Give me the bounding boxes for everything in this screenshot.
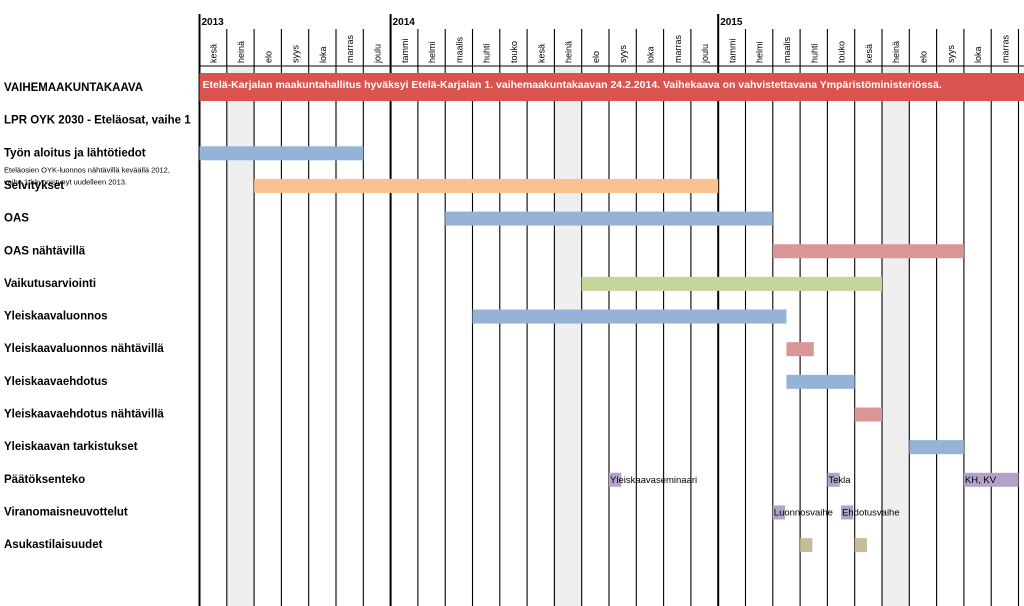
milestone-marker [841,505,854,520]
gantt-bar [854,407,882,422]
month-label: elo [918,51,928,63]
row-label: OAS nähtävillä [4,245,86,257]
month-label: heinä [564,41,574,63]
gantt-bar [472,309,787,324]
month-label: joulu [700,44,710,64]
milestone-label: KH, KV [965,475,997,486]
month-label: marras [1000,34,1010,63]
row-note: vaihe 1 käynnistynyt uudelleen 2013. [4,177,127,186]
milestone-marker [854,538,867,553]
milestone-label: Tekla [828,475,851,486]
row-label: Asukastilaisuudet [4,539,103,551]
banner-bar [199,73,1024,101]
month-label: kesä [209,44,219,63]
milestone-marker [827,472,840,487]
month-label: heinä [236,41,246,63]
month-label: marras [345,34,355,63]
year-label-2015: 2015 [720,17,743,28]
month-label: tammi [400,39,410,64]
month-label: syys [618,45,628,64]
month-label: touko [837,41,847,63]
month-label: syys [946,45,956,64]
row-label: LPR OYK 2030 - Eteläosat, vaihe 1 [4,115,191,127]
month-label: kesä [536,44,546,63]
month-label: touko [509,41,519,63]
row-label: Viranomaisneuvottelut [4,506,128,518]
year-label-2014: 2014 [393,17,416,28]
month-label: joulu [372,44,382,64]
milestone-marker [609,472,622,487]
month-label: elo [591,51,601,63]
month-label: helmi [427,41,437,63]
row-label: Yleiskaavaehdotus nähtävillä [4,409,164,421]
milestone-label: Yleiskaavaseminaari [610,475,697,486]
month-label: loka [318,46,328,63]
milestone-label: Ehdotusvaihe [842,507,900,518]
milestone-marker [800,538,813,553]
month-label: elo [263,51,273,63]
row-label: Yleiskaavaehdotus [4,376,108,388]
gantt-bar [199,146,364,161]
month-label: maalis [454,36,464,63]
row-label: Yleiskaavaluonnos [4,311,108,323]
gantt-bar [786,374,855,389]
gantt-bar [254,178,719,193]
highlight-column [882,66,910,606]
row-label: Vaikutusarviointi [4,278,96,290]
milestone-label: Luonnosvaihe [774,507,833,518]
row-label: Työn aloitus ja lähtötiedot [4,147,146,159]
row-label: Päätöksenteko [4,474,85,486]
year-label-2013: 2013 [202,17,225,28]
row-label: OAS [4,213,29,225]
row-note: Eteläosien OYK-luonnos nähtävillä kevääl… [4,165,170,174]
row-label: Selvitykset [4,180,64,192]
month-label: loka [973,46,983,63]
row-label: VAIHEMAAKUNTAKAAVA [4,82,143,94]
gantt-bar [786,342,814,357]
highlight-column [554,66,582,606]
month-label: marras [673,34,683,63]
month-label: huhti [809,43,819,63]
row-label: Yleiskaavaluonnos nähtävillä [4,343,164,355]
gantt-bar [581,276,882,291]
row-label: Yleiskaavan tarkistukset [4,441,138,453]
gantt-bar [445,211,773,226]
gantt-bar [909,440,964,455]
month-label: huhti [482,43,492,63]
month-label: kesä [864,44,874,63]
month-label: tammi [727,39,737,64]
milestone-marker [772,505,786,520]
gantt-bar [772,244,964,259]
banner-text: Etelä-Karjalan maakuntahallitus hyväksyi… [203,79,942,91]
month-label: heinä [891,41,901,63]
month-label: helmi [755,41,765,63]
month-label: maalis [782,36,792,63]
milestone-marker [963,472,1019,487]
month-label: loka [645,46,655,63]
month-label: syys [291,45,301,64]
